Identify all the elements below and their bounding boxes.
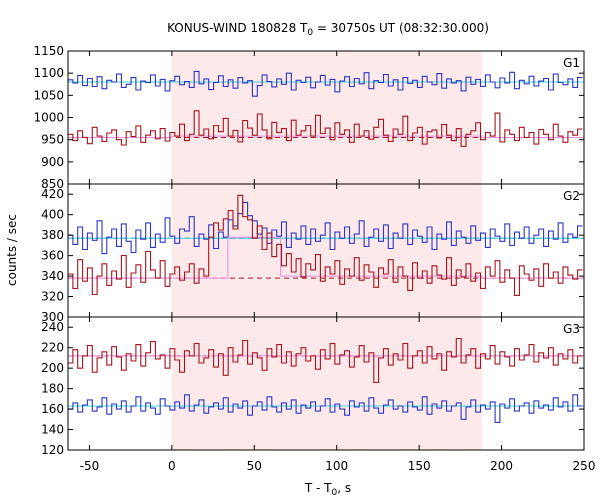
y-tick-label: 200: [41, 361, 64, 375]
light-curve-g3-red: [68, 337, 583, 384]
x-tick-label: 100: [325, 459, 348, 473]
x-tick-label: 50: [247, 459, 262, 473]
background-fit-g2-red: [68, 236, 584, 279]
y-tick-label: 1050: [33, 88, 64, 102]
y-tick-label: 1150: [33, 44, 64, 58]
y-tick-label: 900: [41, 155, 64, 169]
y-tick-label: 340: [41, 269, 64, 283]
light-curve-g1-red: [68, 110, 583, 147]
shaded-interval-g2: [171, 184, 482, 317]
y-tick-label: 180: [41, 382, 64, 396]
light-curve-g2-blue: [68, 201, 583, 255]
y-tick-label: 320: [41, 290, 64, 304]
panel-frames: 8509009501000105011001150G13003203403603…: [33, 44, 595, 473]
y-tick-label: 240: [41, 320, 64, 334]
panel-label-g3: G3: [563, 322, 580, 336]
x-axis-label: T - T0, s: [304, 481, 351, 498]
y-tick-label: 300: [41, 310, 64, 324]
y-tick-label: 1100: [33, 66, 64, 80]
y-tick-label: 420: [41, 187, 64, 201]
panel-frame-g3: [67, 316, 585, 451]
y-tick-label: 160: [41, 402, 64, 416]
x-tick-label: -50: [80, 459, 100, 473]
shaded-interval-g1: [171, 51, 482, 184]
y-tick-label: 120: [41, 443, 64, 457]
x-tick-label: 200: [490, 459, 513, 473]
panel-label-g2: G2: [563, 189, 580, 203]
y-tick-label: 220: [41, 341, 64, 355]
chart-title: KONUS-WIND 180828 T0 = 30750s UT (08:32:…: [167, 21, 489, 38]
x-tick-label: 150: [408, 459, 431, 473]
shaded-interval-g3: [171, 317, 482, 450]
light-curve-g3-blue: [68, 394, 583, 423]
title-subscript: 0: [307, 28, 313, 38]
y-tick-label: 1000: [33, 111, 64, 125]
x-tick-label: 250: [573, 459, 596, 473]
series-layer: [68, 70, 584, 423]
y-tick-label: 380: [41, 228, 64, 242]
x-tick-label: 0: [168, 459, 176, 473]
light-curve-g1-blue: [68, 70, 583, 97]
panel-label-g1: G1: [563, 56, 580, 70]
y-tick-label: 360: [41, 249, 64, 263]
light-curve-g2-red: [68, 194, 583, 297]
y-axis-label: counts / sec: [5, 214, 19, 286]
burst-interval-shading: [171, 51, 482, 450]
y-tick-label: 400: [41, 208, 64, 222]
y-tick-label: 950: [41, 133, 64, 147]
y-tick-label: 140: [41, 423, 64, 437]
y-tick-label: 850: [41, 177, 64, 191]
x-axis-subscript: 0: [332, 488, 338, 498]
